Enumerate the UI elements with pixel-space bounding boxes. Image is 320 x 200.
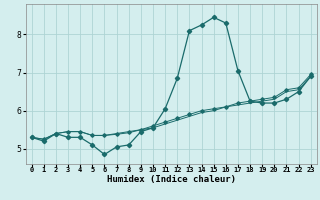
- X-axis label: Humidex (Indice chaleur): Humidex (Indice chaleur): [107, 175, 236, 184]
